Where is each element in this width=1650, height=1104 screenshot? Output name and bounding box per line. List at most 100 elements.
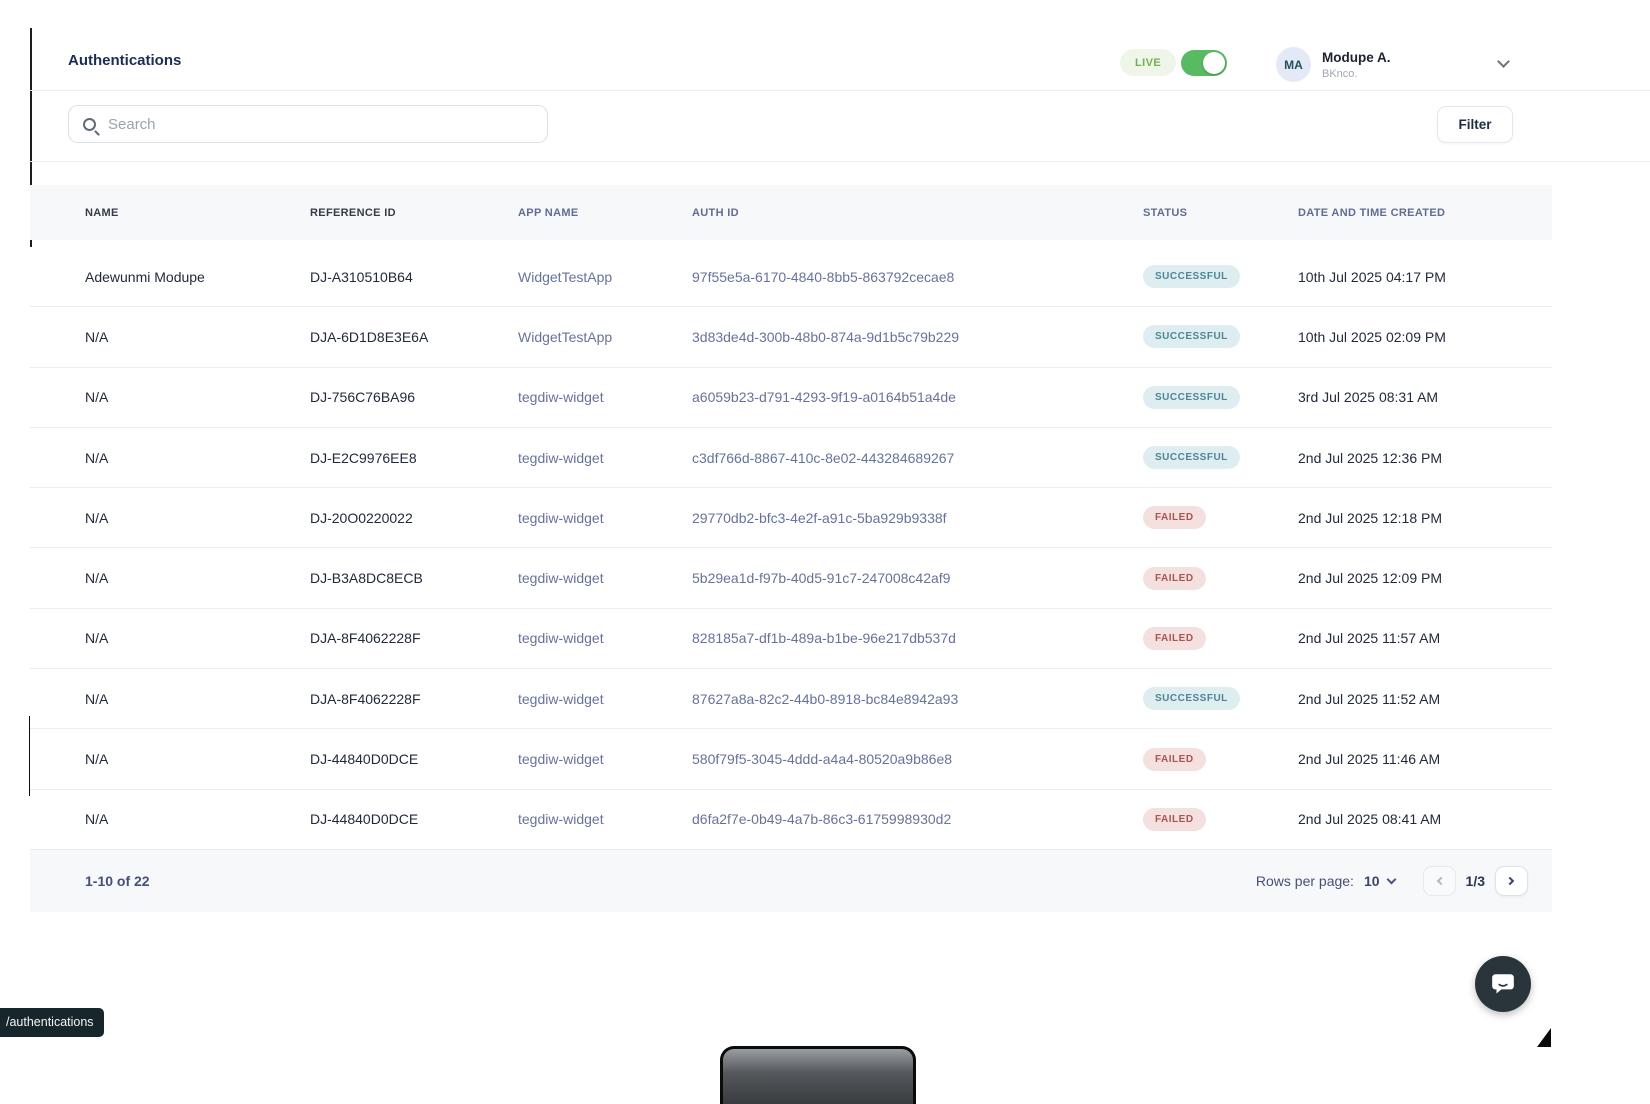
cell-status: SUCCESSFUL [1143, 265, 1298, 289]
status-badge: SUCCESSFUL [1143, 325, 1240, 349]
status-badge: FAILED [1143, 506, 1206, 530]
cell-auth-id: d6fa2f7e-0b49-4a7b-86c3-6175998930d2 [692, 811, 952, 828]
cell-date-created: 3rd Jul 2025 08:31 AM [1298, 389, 1439, 406]
pagination-controls: Rows per page: 10 1/3 [1256, 866, 1528, 896]
cell-reference-id: DJA-6D1D8E3E6A [310, 328, 429, 345]
cell-auth-id: 828185a7-df1b-489a-b1be-96e217db537d [692, 630, 956, 647]
column-header-status: STATUS [1143, 206, 1188, 219]
cell-date-created: 2nd Jul 2025 11:52 AM [1298, 690, 1441, 707]
table-footer: 1-10 of 22 Rows per page: 10 1/3 [30, 850, 1552, 912]
route-tooltip: /authentications [0, 1008, 104, 1037]
rows-per-page-chevron-down-icon [1386, 874, 1396, 885]
avatar[interactable]: MA [1276, 47, 1311, 82]
next-page-button[interactable] [1495, 866, 1528, 896]
cell-app-name: tegdiw-widget [518, 630, 604, 647]
cell-app-name: tegdiw-widget [518, 570, 604, 587]
cell-name: N/A [85, 509, 109, 526]
user-org: BKnco. [1322, 68, 1358, 80]
cell-name: N/A [85, 751, 109, 768]
table-row[interactable]: N/A DJ-20O0220022 tegdiw-widget 29770db2… [30, 488, 1552, 549]
cell-auth-id: 3d83de4d-300b-48b0-874a-9d1b5c79b229 [692, 328, 960, 345]
search-input[interactable] [108, 115, 547, 133]
cell-status: SUCCESSFUL [1143, 687, 1298, 711]
cell-name: N/A [85, 328, 109, 345]
cell-date-created: 2nd Jul 2025 11:46 AM [1298, 751, 1441, 768]
row-range-label: 1-10 of 22 [85, 873, 150, 889]
table-row[interactable]: N/A DJ-756C76BA96 tegdiw-widget a6059b23… [30, 367, 1552, 428]
cell-status: FAILED [1143, 506, 1298, 530]
cell-status: SUCCESSFUL [1143, 446, 1298, 470]
page-title: Authentications [68, 52, 182, 69]
cell-reference-id: DJA-8F4062228F [310, 630, 421, 647]
cell-app-name: WidgetTestApp [518, 328, 613, 345]
cell-reference-id: DJ-E2C9976EE8 [310, 449, 417, 466]
live-toggle[interactable] [1181, 50, 1227, 76]
cell-date-created: 2nd Jul 2025 08:41 AM [1298, 811, 1442, 828]
cell-status: SUCCESSFUL [1143, 325, 1298, 349]
status-badge: SUCCESSFUL [1143, 385, 1240, 409]
table-row[interactable]: N/A DJ-B3A8DC8ECB tegdiw-widget 5b29ea1d… [30, 548, 1552, 609]
user-menu-chevron-down-icon[interactable] [1497, 55, 1510, 68]
header-divider [30, 90, 1650, 91]
status-badge: SUCCESSFUL [1143, 446, 1240, 470]
live-badge: LIVE [1120, 49, 1177, 76]
status-badge: SUCCESSFUL [1143, 265, 1240, 289]
cell-auth-id: a6059b23-d791-4293-9f19-a0164b51a4de [692, 389, 956, 406]
cell-app-name: tegdiw-widget [518, 751, 604, 768]
cutoff-bottom-panel [720, 1046, 916, 1104]
cell-auth-id: 5b29ea1d-f97b-40d5-91c7-247008c42af9 [692, 570, 951, 587]
rows-per-page-select[interactable]: 10 [1363, 873, 1396, 889]
cell-date-created: 2nd Jul 2025 12:09 PM [1298, 570, 1442, 587]
cell-reference-id: DJ-A310510B64 [310, 268, 413, 285]
cell-name: N/A [85, 449, 109, 466]
cell-app-name: WidgetTestApp [518, 268, 613, 285]
status-badge: FAILED [1143, 747, 1206, 771]
cell-name: N/A [85, 690, 109, 707]
cell-app-name: tegdiw-widget [518, 449, 604, 466]
cell-status: FAILED [1143, 566, 1298, 590]
cell-date-created: 10th Jul 2025 04:17 PM [1298, 268, 1446, 285]
page-indicator: 1/3 [1465, 873, 1485, 889]
header-rows-gap [30, 240, 1552, 247]
cell-auth-id: 29770db2-bfc3-4e2f-a91c-5ba929b9338f [692, 509, 947, 526]
cell-date-created: 2nd Jul 2025 12:36 PM [1298, 449, 1442, 466]
rows-per-page-label: Rows per page: [1255, 873, 1354, 889]
table-row[interactable]: Adewunmi Modupe DJ-A310510B64 WidgetTest… [30, 247, 1552, 308]
cell-app-name: tegdiw-widget [518, 509, 604, 526]
rows-per-page-value: 10 [1363, 873, 1380, 889]
cell-app-name: tegdiw-widget [518, 389, 604, 406]
cell-auth-id: c3df766d-8867-410c-8e02-443284689267 [692, 449, 955, 466]
cell-status: FAILED [1143, 626, 1298, 650]
cell-name: N/A [85, 570, 109, 587]
search-box[interactable] [68, 105, 548, 143]
table-row[interactable]: N/A DJ-E2C9976EE8 tegdiw-widget c3df766d… [30, 427, 1552, 489]
table-row[interactable]: N/A DJ-44840D0DCE tegdiw-widget 580f79f5… [30, 729, 1552, 790]
cell-name: N/A [85, 630, 109, 647]
table-row[interactable]: N/A DJA-6D1D8E3E6A WidgetTestApp 3d83de4… [30, 307, 1552, 368]
table-body: Adewunmi Modupe DJ-A310510B64 WidgetTest… [30, 247, 1552, 850]
table-row[interactable]: N/A DJA-8F4062228F tegdiw-widget 828185a… [30, 608, 1552, 670]
prev-page-button[interactable] [1422, 866, 1456, 896]
table-row[interactable]: N/A DJA-8F4062228F tegdiw-widget 87627a8… [30, 669, 1552, 730]
status-badge: FAILED [1143, 626, 1206, 650]
cell-name: Adewunmi Modupe [85, 268, 205, 285]
cell-status: FAILED [1143, 807, 1298, 831]
column-header-date-created: DATE AND TIME CREATED [1298, 206, 1446, 219]
cell-reference-id: DJ-20O0220022 [310, 509, 413, 526]
cell-auth-id: 87627a8a-82c2-44b0-8918-bc84e8942a93 [692, 690, 959, 707]
status-badge: SUCCESSFUL [1143, 687, 1240, 711]
toggle-knob-icon [1203, 52, 1225, 74]
table-row[interactable]: N/A DJ-44840D0DCE tegdiw-widget d6fa2f7e… [30, 789, 1552, 850]
authentications-table: NAME REFERENCE ID APP NAME AUTH ID STATU… [30, 185, 1552, 850]
chevron-right-icon [1505, 876, 1515, 886]
cell-date-created: 2nd Jul 2025 12:18 PM [1298, 509, 1442, 526]
column-header-reference-id: REFERENCE ID [310, 206, 396, 219]
cell-date-created: 2nd Jul 2025 11:57 AM [1298, 630, 1441, 647]
filter-button[interactable]: Filter [1437, 106, 1513, 143]
table-header-row: NAME REFERENCE ID APP NAME AUTH ID STATU… [30, 185, 1552, 240]
column-header-auth-id: AUTH ID [692, 206, 739, 219]
cell-reference-id: DJA-8F4062228F [310, 690, 421, 707]
chat-bubble-icon [1492, 974, 1514, 994]
chat-fab-button[interactable] [1475, 956, 1531, 1012]
status-badge: FAILED [1143, 566, 1206, 590]
